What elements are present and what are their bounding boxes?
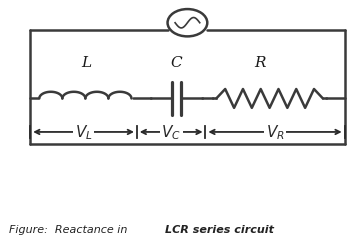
Text: $V_L$: $V_L$ [75,123,92,142]
Text: Figure:  Reactance in: Figure: Reactance in [9,224,130,234]
Text: L: L [81,56,91,69]
Text: R: R [254,56,265,69]
Text: C: C [171,56,182,69]
Text: LCR series circuit: LCR series circuit [165,224,274,234]
Text: $V_R$: $V_R$ [266,123,284,142]
Text: $V_C$: $V_C$ [161,123,181,142]
